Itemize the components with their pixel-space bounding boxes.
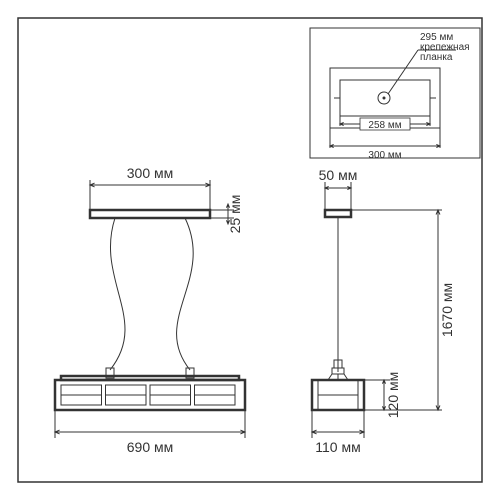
- side-canopy: [325, 210, 351, 217]
- front-body-width: 690 мм: [127, 439, 174, 455]
- outer-border: [18, 18, 482, 482]
- front-canopy-height: 25 мм: [227, 195, 243, 234]
- front-wire-right: [177, 218, 194, 370]
- inset-outer-width: 300 мм: [368, 150, 401, 161]
- inset-inner-width: 258 мм: [368, 120, 401, 131]
- front-wire-left: [110, 218, 125, 370]
- side-canopy-width: 50 мм: [319, 167, 358, 183]
- front-canopy-width: 300 мм: [127, 165, 174, 181]
- inset-hole-label2: планка: [420, 52, 453, 63]
- front-canopy: [90, 210, 210, 218]
- side-body-height: 120 мм: [385, 372, 401, 419]
- side-body-width: 110 мм: [315, 439, 360, 455]
- side-total-height: 1670 мм: [439, 283, 455, 337]
